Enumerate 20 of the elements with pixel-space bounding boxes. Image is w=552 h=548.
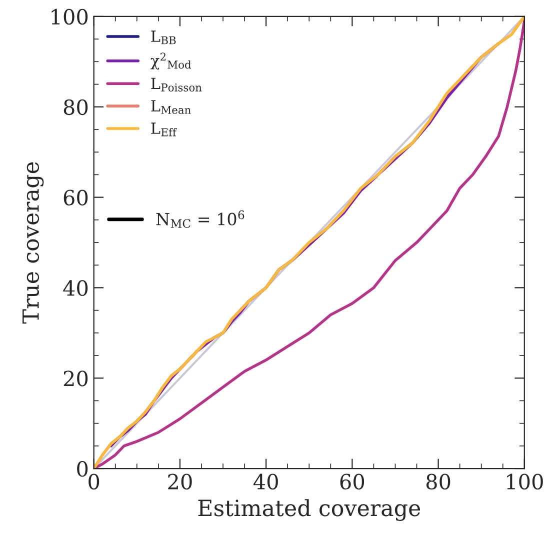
x-tick-label: 80	[426, 474, 450, 490]
x-tick-label: 40	[253, 474, 278, 490]
y-tick-label: 20	[64, 370, 88, 386]
legend-label: N$_{MC}$ = 10$^{6}$	[156, 210, 244, 228]
x-axis-title: Estimated coverage	[198, 499, 420, 521]
y-tick-label: 0	[77, 460, 88, 477]
legend-label: χ$^{2}$$_{Mod}$	[150, 52, 192, 70]
legend-label: L$_{BB}$	[151, 30, 176, 44]
y-tick-label: 80	[64, 99, 88, 116]
x-tick-label: 60	[340, 474, 364, 490]
y-tick-label: 40	[63, 280, 88, 296]
x-tick-label: 20	[168, 474, 192, 490]
y-tick-label: 60	[64, 190, 88, 206]
y-tick-label: 100	[52, 8, 88, 25]
legend-label: L$_{Poisson}$	[151, 78, 202, 92]
x-tick-label: 100	[507, 474, 543, 490]
y-axis-title: True coverage	[22, 162, 44, 324]
legend-label: L$_{Eff}$	[151, 122, 178, 136]
x-tick-label: 0	[88, 474, 100, 490]
legend-label: L$_{Mean}$	[151, 100, 191, 114]
